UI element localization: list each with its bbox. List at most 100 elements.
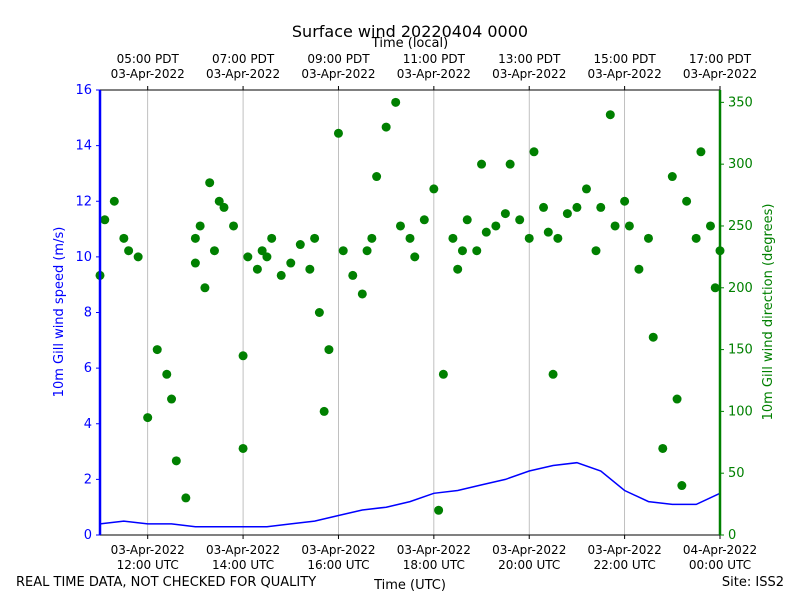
direction-point [295,240,305,250]
direction-point [658,443,668,453]
direction-point [434,505,444,515]
direction-point [348,270,358,280]
gridlines [147,90,626,535]
direction-point [314,308,324,317]
x-tick-label-time: 16:00 UTC [307,558,369,572]
direction-point [515,215,525,225]
direction-point [634,264,644,274]
x-tick-label-time: 14:00 UTC [212,558,274,572]
direction-point [286,258,296,268]
top-tick-label-date: 03-Apr-2022 [588,67,662,81]
left-tick-label: 2 [84,472,92,487]
top-tick-label-time: 17:00 PDT [689,52,752,66]
direction-point [229,221,239,231]
direction-point [562,209,572,219]
direction-point [710,283,720,293]
direction-point [362,246,372,256]
direction-point [682,196,692,206]
x-tick-label-date: 03-Apr-2022 [397,543,471,557]
direction-point [171,456,181,466]
top-axis-label: Time (local) [371,36,448,51]
direction-point [276,270,286,280]
direction-point [219,202,229,212]
x-tick-label-time: 22:00 UTC [594,558,656,572]
right-tick-label: 150 [728,343,753,358]
top-tick-label-time: 13:00 PDT [498,52,561,66]
direction-point [553,233,563,243]
direction-point [500,209,510,219]
right-tick-label: 100 [728,404,753,419]
direction-point [548,369,558,379]
direction-point [620,196,630,206]
direction-point [539,202,549,212]
direction-point [643,233,653,243]
top-tick-label-date: 03-Apr-2022 [111,67,185,81]
direction-point [310,233,320,243]
direction-point [257,246,267,256]
left-tick-label: 4 [84,417,92,432]
direction-point [143,413,153,423]
site-label: Site: ISS2 [721,575,784,590]
direction-point [472,246,482,256]
right-tick-label: 0 [728,528,736,543]
direction-point [505,159,515,169]
right-tick-label: 250 [728,219,753,234]
left-tick-label: 0 [84,528,92,543]
direction-point [119,233,129,243]
direction-point [391,97,401,107]
direction-point [610,221,620,231]
direction-point [152,345,162,355]
direction-point [214,196,224,206]
direction-point [162,369,172,379]
x-tick-label-date: 04-Apr-2022 [683,543,757,557]
direction-point [195,221,205,231]
direction-point [691,233,701,243]
direction-point [591,246,601,256]
direction-point [267,233,277,243]
top-tick-label-date: 03-Apr-2022 [492,67,566,81]
top-tick-label-time: 15:00 PDT [594,52,657,66]
speed-series-line [99,461,721,528]
top-tick-label-time: 05:00 PDT [117,52,180,66]
x-tick-label-date: 03-Apr-2022 [206,543,280,557]
direction-point [109,196,119,206]
direction-point [124,246,134,256]
direction-point [462,215,472,225]
left-tick-label: 14 [75,139,92,154]
direction-series [95,97,725,515]
right-tick-label: 300 [728,157,753,172]
direction-point [181,493,191,503]
direction-point [252,264,262,274]
direction-point [453,264,463,274]
direction-point [667,172,677,182]
direction-point [305,264,315,274]
direction-point [209,246,219,256]
direction-point [262,252,272,262]
direction-point [596,202,606,212]
left-tick-label: 16 [75,83,92,98]
top-tick-label-date: 03-Apr-2022 [683,67,757,81]
direction-point [190,258,200,268]
direction-point [381,122,391,132]
x-tick-label-date: 03-Apr-2022 [301,543,375,557]
direction-point [333,128,343,138]
direction-point [581,184,591,194]
direction-point [696,147,706,157]
direction-point [572,202,582,212]
direction-point [324,345,334,355]
direction-point [372,172,382,182]
x-tick-label-time: 00:00 UTC [689,558,751,572]
x-tick-label-time: 20:00 UTC [498,558,560,572]
left-tick-label: 10 [75,250,92,265]
direction-point [167,394,177,404]
direction-point [457,246,467,256]
direction-point [672,394,682,404]
direction-point [438,369,448,379]
left-axis-label: 10m Gill wind speed (m/s) [52,227,67,398]
direction-point [677,481,687,491]
direction-point [357,289,367,299]
bottom-axis-label: Time (UTC) [373,578,446,593]
direction-point [238,443,248,453]
top-tick-label-date: 03-Apr-2022 [301,67,375,81]
